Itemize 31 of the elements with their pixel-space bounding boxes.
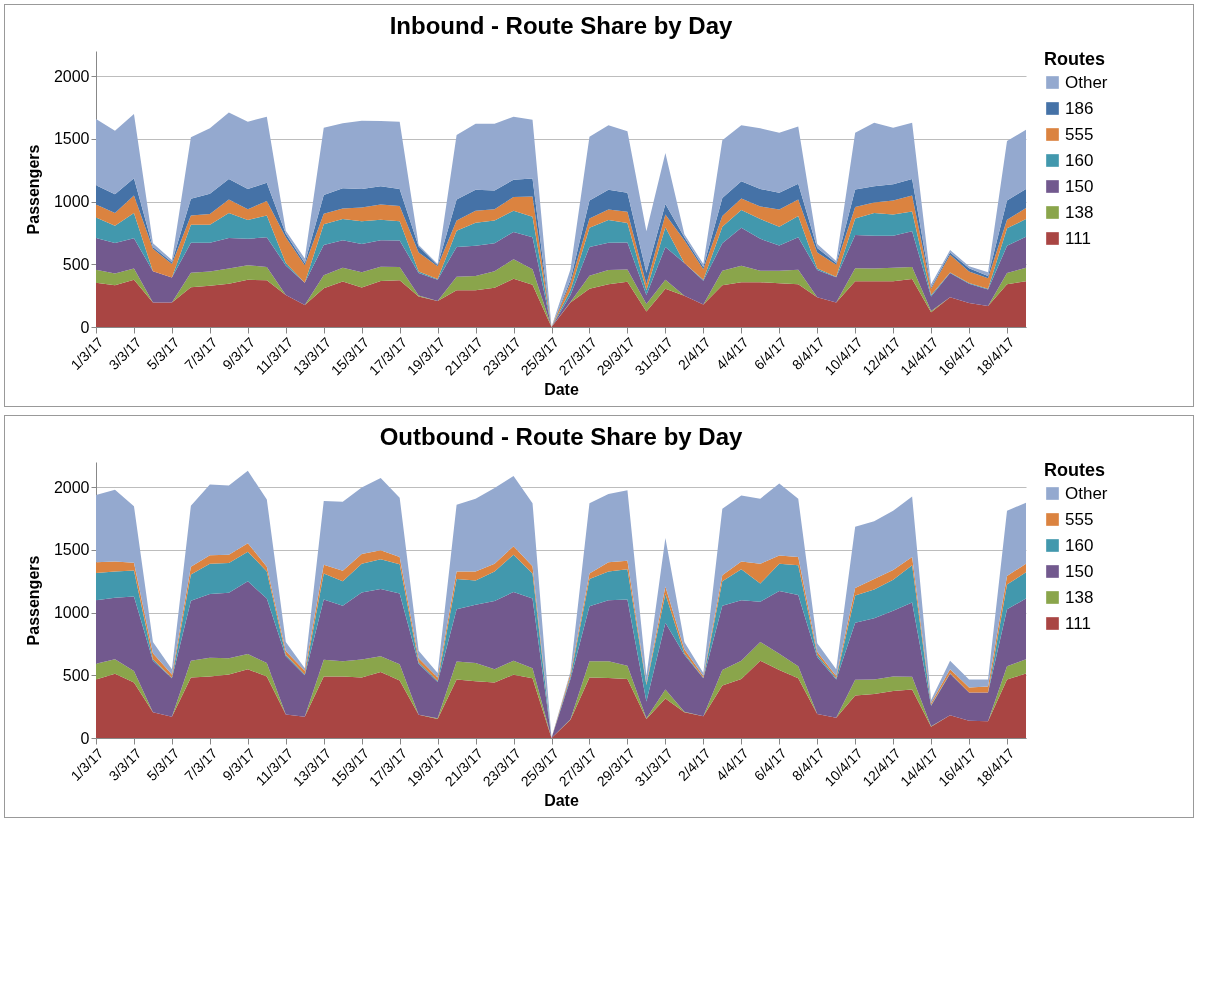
legend-label: 138	[1065, 587, 1094, 607]
legend-title: Routes	[1044, 49, 1106, 69]
legend-label: 160	[1065, 150, 1094, 170]
y-tick-label: 2000	[53, 478, 90, 496]
chart-title: Outbound - Route Share by Day	[379, 423, 743, 450]
y-axis-title: Passengers	[24, 555, 42, 646]
y-tick-label: 1500	[53, 541, 90, 559]
y-tick-label: 500	[62, 255, 90, 273]
y-tick-label: 500	[62, 666, 90, 684]
legend-label: 138	[1065, 202, 1094, 222]
y-tick-label: 0	[80, 729, 90, 747]
y-tick-label: 1000	[53, 604, 90, 622]
y-tick-label: 2000	[53, 67, 90, 85]
legend-label: 150	[1065, 176, 1094, 196]
y-tick-label: 0	[80, 318, 90, 336]
legend-label: 555	[1065, 509, 1094, 529]
x-axis-title: Date	[544, 381, 579, 399]
legend-label: 186	[1065, 98, 1094, 118]
legend-label: 111	[1065, 228, 1091, 248]
chart-title: Inbound - Route Share by Day	[389, 12, 733, 39]
y-axis-title: Passengers	[24, 144, 42, 235]
legend-label: 555	[1065, 124, 1094, 144]
legend-label: 150	[1065, 561, 1094, 581]
legend-label: Other	[1065, 72, 1108, 92]
y-tick-label: 1500	[53, 130, 90, 148]
legend-label: 111	[1065, 613, 1091, 633]
y-tick-label: 1000	[53, 193, 90, 211]
legend-title: Routes	[1044, 460, 1106, 480]
x-axis-title: Date	[544, 792, 579, 810]
legend-label: Other	[1065, 483, 1108, 503]
legend-label: 160	[1065, 535, 1094, 555]
